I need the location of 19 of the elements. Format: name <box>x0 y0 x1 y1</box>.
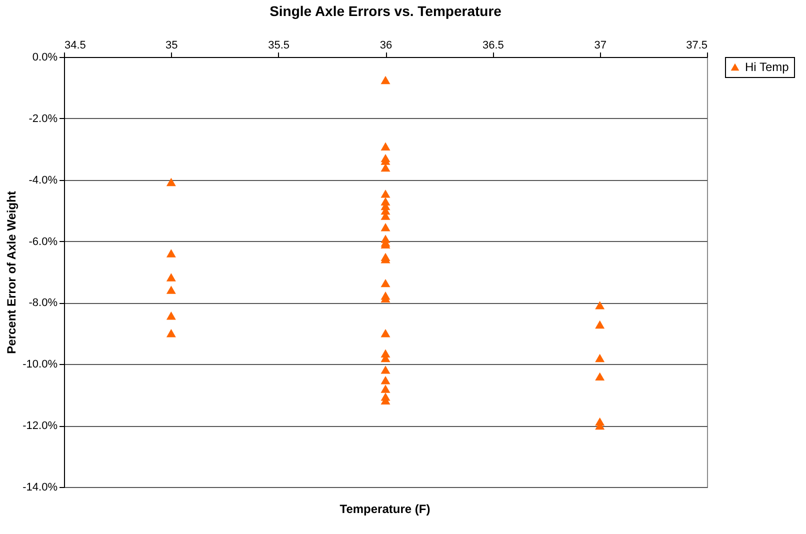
x-tick-label: 35.5 <box>268 40 290 52</box>
y-tick-label: -4.0% <box>28 174 58 186</box>
y-tick-label: -2.0% <box>28 112 58 125</box>
x-tick-label: 36 <box>380 40 392 52</box>
x-tick-label: 37 <box>594 40 606 52</box>
y-tick-label: -14.0% <box>22 482 58 494</box>
y-tick-label: -8.0% <box>28 297 58 310</box>
y-tick-label: 0.0% <box>32 52 58 64</box>
y-tick-label: -6.0% <box>28 236 58 248</box>
legend-label: Hi Temp <box>745 60 790 74</box>
x-axis-title: Temperature (F) <box>340 502 430 516</box>
y-tick-label: -12.0% <box>22 420 58 432</box>
y-axis-title: Percent Error of Axle Weight <box>4 191 19 354</box>
x-tick-label: 37.5 <box>686 40 708 52</box>
chart-title: Single Axle Errors vs. Temperature <box>270 3 502 19</box>
x-tick-label: 36.5 <box>482 40 504 52</box>
y-tick-label: -10.0% <box>22 358 58 371</box>
x-tick-label: 34.5 <box>64 40 86 52</box>
x-tick-label: 35 <box>166 40 178 52</box>
